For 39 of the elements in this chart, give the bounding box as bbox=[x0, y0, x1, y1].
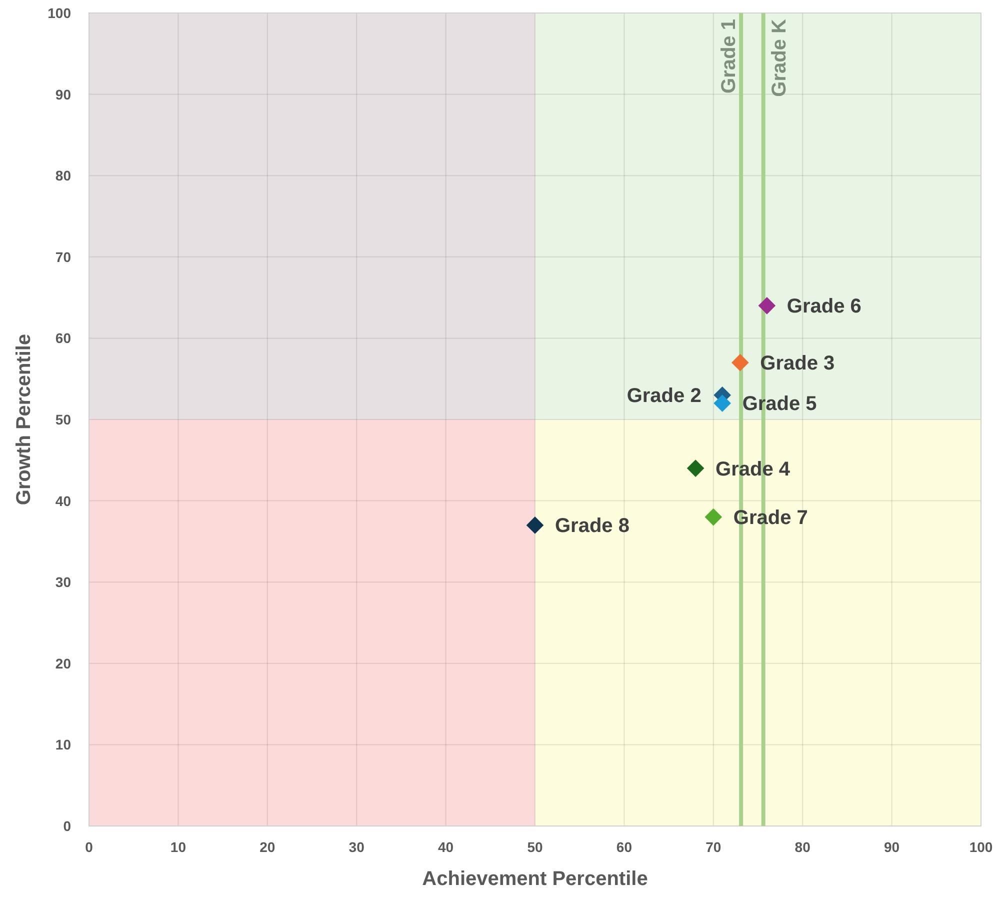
y-tick-label: 50 bbox=[55, 412, 72, 428]
ref-line-label: Grade 1 bbox=[718, 19, 740, 94]
y-tick-label: 20 bbox=[55, 655, 72, 672]
x-tick-label: 30 bbox=[348, 839, 365, 855]
y-tick-label: 0 bbox=[63, 818, 72, 834]
ref-line-label: Grade K bbox=[768, 18, 790, 97]
point bbox=[704, 508, 722, 526]
point bbox=[732, 354, 749, 372]
series-label: Grade 3 bbox=[760, 352, 835, 375]
series-label: Grade 7 bbox=[733, 507, 808, 530]
x-tick-label: 0 bbox=[85, 839, 94, 855]
point bbox=[526, 516, 544, 534]
x-tick-label: 70 bbox=[706, 839, 722, 855]
x-tick-label: 10 bbox=[170, 839, 186, 855]
x-tick-label: 60 bbox=[616, 839, 632, 855]
y-axis-title: Growth Percentile bbox=[13, 334, 35, 506]
x-axis-title: Achievement Percentile bbox=[422, 868, 648, 890]
series-label: Grade 8 bbox=[555, 515, 630, 538]
series-label: Grade 5 bbox=[742, 393, 817, 416]
y-tick-label: 40 bbox=[55, 492, 72, 509]
x-tick-label: 40 bbox=[438, 839, 454, 855]
x-tick-label: 50 bbox=[527, 839, 543, 855]
y-tick-label: 10 bbox=[55, 736, 72, 753]
y-tick-label: 60 bbox=[55, 330, 72, 346]
y-tick-label: 70 bbox=[55, 248, 72, 265]
point bbox=[686, 460, 704, 477]
y-tick-label: 30 bbox=[55, 574, 72, 590]
point bbox=[714, 394, 731, 412]
series-label: Grade 6 bbox=[786, 296, 862, 318]
y-tick-label: 90 bbox=[55, 86, 72, 102]
y-tick-label: 100 bbox=[48, 5, 72, 21]
series-label: Grade 2 bbox=[626, 385, 702, 408]
x-tick-label: 100 bbox=[969, 839, 993, 855]
x-tick-label: 20 bbox=[260, 839, 276, 855]
point bbox=[758, 297, 776, 314]
y-tick-label: 80 bbox=[55, 168, 72, 184]
x-tick-label: 90 bbox=[884, 839, 900, 855]
series-label: Grade 4 bbox=[716, 458, 791, 480]
x-tick-label: 80 bbox=[794, 839, 811, 855]
